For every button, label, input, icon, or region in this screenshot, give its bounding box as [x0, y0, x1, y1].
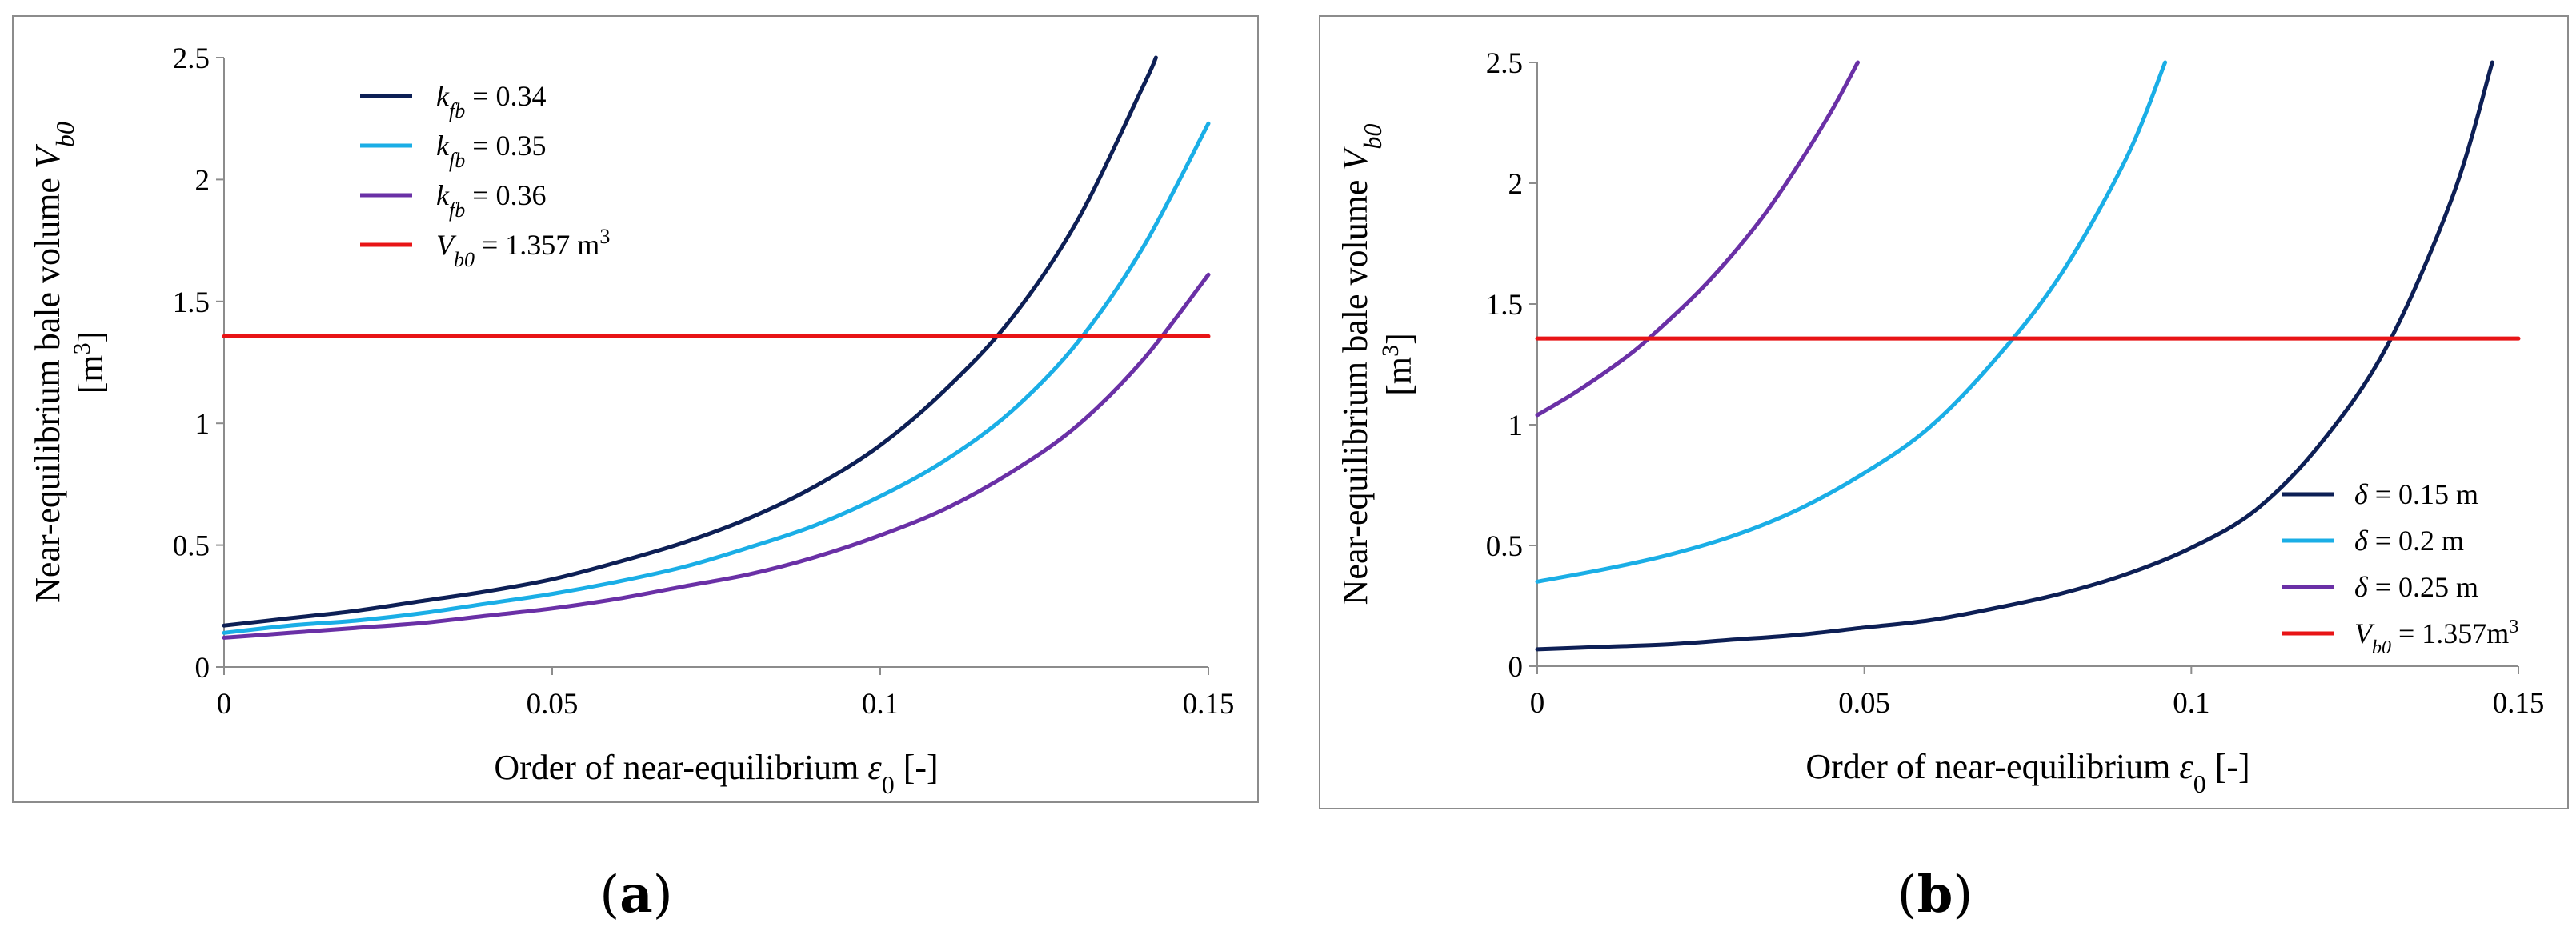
y-tick-label: 2.5 — [173, 42, 210, 75]
legend-subscript: fb — [449, 99, 465, 122]
x-axis-title-symbol: ε — [867, 748, 882, 787]
y-axis-title-text: Near-equilibrium bale volume — [28, 169, 67, 603]
y-tick-label: 0.5 — [173, 530, 210, 563]
x-axis-title-text: Order of near-equilibrium — [494, 748, 867, 787]
y-tick-label: 2 — [195, 164, 210, 197]
legend-entry: kfb = 0.35 — [436, 130, 547, 172]
y-axis-title: Near-equilibrium bale volume Vb0 — [1336, 124, 1387, 605]
legend-entry: δ = 0.2 m — [2354, 525, 2464, 557]
x-axis-title: Order of near-equilibrium ε0 [-] — [494, 748, 938, 799]
y-tick-label: 1 — [1508, 410, 1524, 442]
y-tick-label: 0 — [1508, 651, 1524, 684]
legend-subscript: fb — [449, 198, 465, 222]
legend-value: = 1.357 m — [475, 229, 599, 261]
x-tick-label: 0.1 — [2173, 687, 2209, 720]
chart-frame — [12, 15, 1259, 803]
x-tick-label: 0.05 — [1838, 687, 1890, 720]
x-tick-label: 0.1 — [862, 688, 899, 721]
x-tick-label: 0.05 — [527, 688, 579, 721]
x-axis-title-unit: [-] — [895, 748, 939, 787]
legend-entry: kfb = 0.36 — [436, 179, 547, 222]
y-axis-unit-close: ] — [71, 331, 110, 343]
legend-entry: kfb = 0.34 — [436, 80, 547, 122]
legend-symbol: k — [436, 80, 450, 112]
y-tick-label: 2.5 — [1486, 47, 1523, 80]
x-tick-label: 0 — [217, 688, 232, 721]
legend-entry: Vb0 = 1.357 m3 — [436, 225, 610, 271]
y-axis-unit-close: ] — [1380, 333, 1419, 345]
panel-label-letter: a — [619, 865, 652, 925]
y-tick-label: 0.5 — [1486, 530, 1523, 563]
legend-value: = 0.25 m — [2368, 571, 2478, 603]
legend-value: = 0.35 — [465, 130, 546, 162]
legend-symbol: δ — [2354, 478, 2369, 510]
y-axis-title-symbol: V — [28, 143, 67, 169]
y-axis-unit-superscript: 3 — [1377, 345, 1404, 357]
y-tick-label: 0 — [195, 652, 210, 685]
legend-value: = 0.34 — [465, 80, 546, 112]
legend-entry: Vb0 = 1.357m3 — [2354, 617, 2518, 658]
series-line-2 — [1535, 60, 2168, 584]
series-line-3 — [1535, 60, 1860, 418]
legend-value: = 0.15 m — [2368, 478, 2478, 510]
y-tick-label: 1.5 — [173, 286, 210, 319]
panel-label-close: ) — [653, 865, 673, 925]
y-axis-unit: [m3] — [69, 331, 111, 394]
series-line-1 — [1535, 60, 2494, 652]
y-axis-title-symbol: V — [1336, 146, 1375, 171]
series-line-1 — [222, 55, 1158, 628]
legend-superscript: 3 — [2509, 617, 2518, 637]
legend-symbol: V — [436, 229, 457, 261]
x-axis-title-text: Order of near-equilibrium — [1805, 747, 2179, 786]
legend-value: = 0.2 m — [2368, 525, 2464, 557]
legend-value: = 0.36 — [465, 179, 546, 211]
legend-symbol: k — [436, 130, 450, 162]
legend-symbol: δ — [2354, 571, 2369, 603]
panel-label: (a) — [599, 865, 672, 925]
legend-symbol: k — [436, 179, 450, 211]
panel-label-close: ) — [1953, 865, 1973, 925]
panel-label-open: ( — [599, 865, 619, 925]
x-axis-title-unit: [-] — [2206, 747, 2250, 786]
x-tick-label: 0.15 — [1183, 688, 1235, 721]
x-axis-title-subscript: 0 — [882, 770, 895, 799]
chart-panel-b: 00.511.522.50 0.05 0.1 0.15δ = 0.15 mδ = 0.… — [1319, 15, 2569, 809]
y-tick-label: 2 — [1508, 168, 1524, 201]
x-axis-title-subscript: 0 — [2193, 769, 2206, 798]
legend-superscript: 3 — [599, 225, 610, 248]
legend-entry: δ = 0.15 m — [2354, 478, 2478, 510]
x-axis-title-symbol: ε — [2179, 747, 2193, 786]
x-axis-title: Order of near-equilibrium ε0 [-] — [1805, 747, 2249, 798]
legend-subscript: b0 — [454, 248, 475, 271]
panel-label: (b) — [1897, 865, 1973, 925]
legend-symbol: V — [2354, 617, 2375, 649]
y-axis-unit-superscript: 3 — [69, 342, 95, 354]
panel-label-open: ( — [1897, 865, 1917, 925]
x-tick-label: 0 — [1530, 687, 1545, 720]
legend-value: = 1.357m — [2391, 617, 2509, 649]
y-axis-unit: [m3] — [1377, 333, 1420, 396]
series-line-3 — [222, 272, 1211, 640]
y-tick-label: 1 — [195, 408, 210, 441]
legend-subscript: b0 — [2372, 637, 2391, 658]
y-tick-label: 1.5 — [1486, 289, 1523, 322]
y-axis-unit-text: [m — [71, 354, 110, 394]
y-axis-title-subscript: b0 — [50, 122, 79, 147]
legend-symbol: δ — [2354, 525, 2369, 557]
legend-entry: δ = 0.25 m — [2354, 571, 2478, 603]
legend-subscript: fb — [449, 149, 465, 172]
y-axis-title-text: Near-equilibrium bale volume — [1336, 171, 1375, 605]
x-tick-label: 0.15 — [2493, 687, 2545, 720]
y-axis-title-subscript: b0 — [1358, 124, 1387, 150]
y-axis-title: Near-equilibrium bale volume Vb0 — [28, 122, 79, 603]
y-axis-unit-text: [m — [1380, 357, 1419, 396]
series-line-2 — [222, 121, 1211, 635]
panel-label-letter: b — [1917, 865, 1953, 925]
